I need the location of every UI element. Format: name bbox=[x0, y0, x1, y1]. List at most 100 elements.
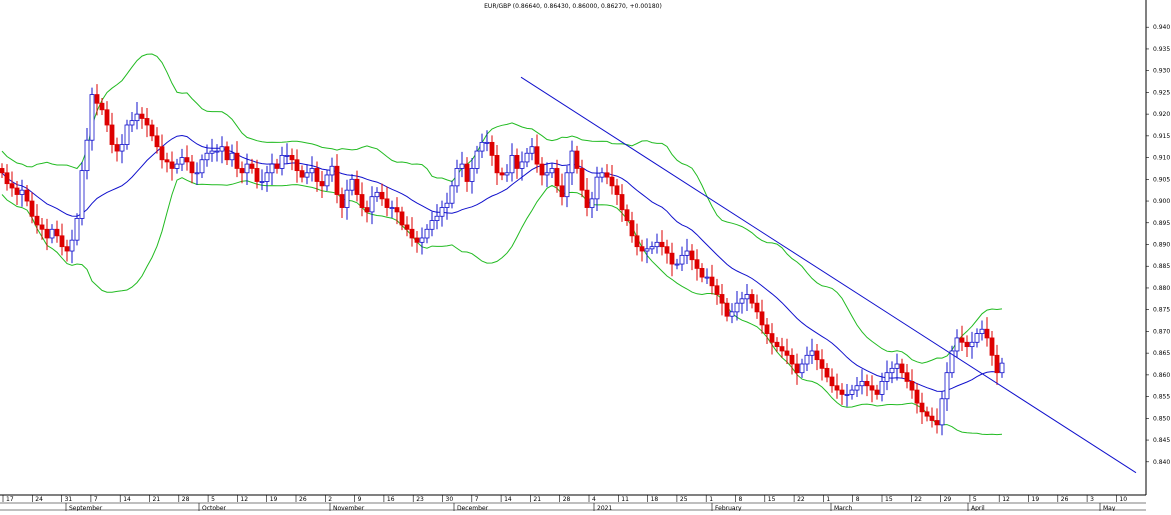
x-tick-label: 10 bbox=[1119, 496, 1127, 503]
candle-body-up bbox=[739, 298, 745, 304]
candle bbox=[224, 141, 230, 165]
candle bbox=[924, 406, 930, 422]
candle-body-down bbox=[794, 363, 800, 374]
candle-body-down bbox=[539, 163, 545, 176]
candle-body-up bbox=[484, 141, 490, 144]
candle-body-down bbox=[559, 185, 565, 198]
candle bbox=[504, 164, 510, 182]
candle bbox=[474, 145, 480, 174]
candle bbox=[719, 284, 725, 316]
y-tick-label: 0.875 bbox=[1153, 307, 1170, 314]
candle bbox=[4, 164, 10, 191]
candle-body-down bbox=[289, 155, 295, 161]
candle bbox=[729, 303, 735, 324]
candle bbox=[59, 223, 65, 256]
candle bbox=[284, 143, 290, 165]
candle bbox=[704, 268, 710, 285]
candle bbox=[254, 159, 260, 189]
candle-body-down bbox=[99, 102, 105, 111]
candle bbox=[229, 144, 235, 167]
candle-body-down bbox=[929, 415, 935, 421]
candle-body-up bbox=[529, 146, 535, 154]
candle bbox=[464, 157, 470, 192]
candle-body-down bbox=[139, 113, 145, 119]
candle bbox=[709, 264, 715, 295]
candle bbox=[329, 157, 335, 182]
candle bbox=[439, 200, 445, 227]
candle bbox=[164, 152, 170, 173]
candle bbox=[909, 369, 915, 399]
candle-body-down bbox=[664, 246, 670, 254]
candle bbox=[119, 134, 125, 164]
x-tick-label: 15 bbox=[885, 496, 893, 503]
candle-body-up bbox=[744, 294, 750, 300]
candle-body-down bbox=[414, 237, 420, 243]
x-tick-label: 8 bbox=[739, 496, 743, 503]
candle-body-down bbox=[869, 385, 875, 391]
candle-body-up bbox=[19, 189, 25, 195]
candle bbox=[64, 239, 70, 262]
candle bbox=[809, 338, 815, 365]
candle bbox=[589, 191, 595, 218]
candle bbox=[484, 130, 490, 152]
candle bbox=[174, 158, 180, 174]
candle bbox=[884, 360, 890, 391]
candle bbox=[184, 145, 190, 171]
x-tick-label: 1 bbox=[709, 496, 713, 503]
candle-body-down bbox=[619, 194, 625, 211]
candle bbox=[974, 328, 980, 348]
candle-body-up bbox=[279, 155, 285, 169]
candle-body-up bbox=[454, 168, 460, 187]
candle bbox=[29, 192, 35, 224]
x-tick-label: 9 bbox=[358, 496, 362, 503]
candle-body-up bbox=[944, 372, 950, 400]
candle-body-down bbox=[914, 389, 920, 404]
candle-body-down bbox=[44, 228, 50, 239]
candle-body-down bbox=[749, 294, 755, 304]
y-tick-label: 0.885 bbox=[1153, 263, 1170, 270]
bollinger-bands bbox=[1, 53, 1003, 436]
x-tick-label: 21 bbox=[533, 496, 541, 503]
candle-body-down bbox=[719, 294, 725, 304]
candle bbox=[349, 174, 355, 196]
candle bbox=[599, 167, 605, 183]
downtrend-line bbox=[520, 76, 1137, 474]
candle bbox=[739, 291, 745, 314]
candle-body-down bbox=[299, 170, 305, 178]
candle-body-up bbox=[264, 172, 270, 182]
candle-body-down bbox=[499, 172, 505, 176]
candle-body-down bbox=[874, 389, 880, 395]
candle-body-up bbox=[194, 172, 200, 175]
candle bbox=[454, 159, 460, 193]
candle-body-up bbox=[849, 389, 855, 395]
month-label: April bbox=[971, 505, 985, 511]
candle bbox=[749, 289, 755, 309]
candle bbox=[899, 358, 905, 378]
candle-body-up bbox=[969, 341, 975, 348]
candle bbox=[914, 383, 920, 414]
candle-body-up bbox=[999, 362, 1005, 374]
candle-body-down bbox=[609, 176, 615, 187]
candle bbox=[699, 263, 705, 283]
candle bbox=[894, 353, 900, 381]
candle bbox=[574, 145, 580, 174]
candle bbox=[344, 179, 350, 220]
candle-body-down bbox=[184, 157, 190, 163]
candle-body-up bbox=[729, 311, 735, 317]
candle-body-up bbox=[324, 174, 330, 187]
x-tick-label: 22 bbox=[797, 496, 805, 503]
x-tick-label: 25 bbox=[680, 496, 688, 503]
candle bbox=[199, 154, 205, 179]
candle bbox=[144, 108, 150, 138]
candle-body-down bbox=[964, 341, 970, 348]
candle bbox=[679, 246, 685, 272]
candle-body-up bbox=[259, 181, 265, 183]
candle-body-up bbox=[704, 276, 710, 279]
candle bbox=[584, 178, 590, 217]
candle-body-up bbox=[734, 302, 740, 313]
y-tick-label: 0.930 bbox=[1153, 68, 1170, 75]
month-label: 2021 bbox=[597, 505, 612, 511]
candle bbox=[744, 284, 750, 311]
candle bbox=[569, 140, 575, 185]
